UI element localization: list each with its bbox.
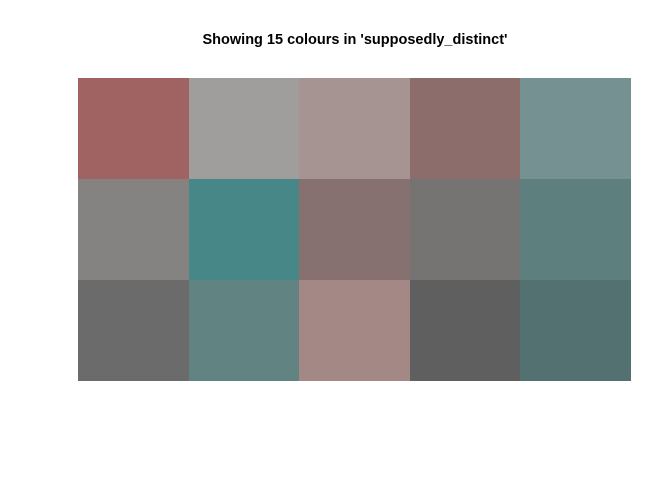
colour-swatch-r3-c1 — [78, 280, 189, 381]
colour-swatch-r3-c4 — [409, 280, 521, 381]
colour-swatch-r3-c2 — [188, 280, 300, 381]
colour-swatch-r2-c1 — [78, 179, 189, 280]
colour-swatch-r1-c5 — [520, 78, 631, 179]
colour-swatch-r1-c4 — [409, 78, 521, 179]
colour-swatch-r2-c4 — [409, 179, 521, 280]
colour-swatch-r2-c3 — [299, 179, 410, 280]
colour-swatch-r3-c3 — [299, 280, 410, 381]
colour-swatch-r2-c5 — [520, 179, 631, 280]
colour-swatch-r1-c3 — [299, 78, 410, 179]
colour-swatch-r1-c1 — [78, 78, 189, 179]
colour-swatch-grid — [78, 78, 631, 381]
chart-title: Showing 15 colours in 'supposedly_distin… — [202, 32, 508, 48]
colour-swatch-r3-c5 — [520, 280, 631, 381]
colour-swatch-r1-c2 — [188, 78, 300, 179]
colour-swatch-r2-c2 — [188, 179, 300, 280]
